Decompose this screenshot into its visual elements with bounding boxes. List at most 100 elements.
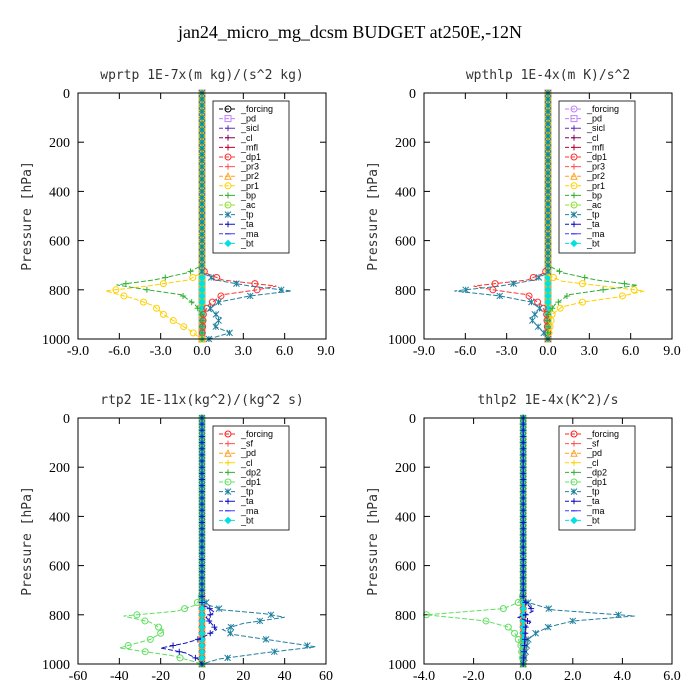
legend-swatch-marker [224, 430, 232, 438]
legend-label: _tp [586, 487, 600, 497]
legend-swatch-marker [571, 469, 577, 476]
series-point [170, 642, 177, 649]
series-point [520, 445, 527, 452]
series-point [277, 286, 285, 294]
series-line [116, 93, 203, 339]
series-point [544, 249, 552, 257]
series-point [139, 298, 147, 306]
series-point [199, 421, 205, 428]
legend-label: _cl [240, 458, 253, 468]
series-point [208, 298, 216, 306]
series-point [510, 280, 517, 288]
legend-swatch-marker [224, 182, 232, 190]
y-tick-label: 800 [49, 284, 70, 299]
legend-swatch-marker [224, 488, 232, 495]
series-point [578, 298, 586, 306]
series-point [534, 323, 542, 331]
series-point [520, 494, 527, 501]
legend-label: _bt [240, 238, 254, 248]
series-point [544, 231, 552, 238]
series-point [122, 280, 129, 287]
legend-swatch-marker [224, 449, 232, 457]
legend-item: _pd [219, 114, 256, 124]
legend-label: _dp1 [586, 477, 607, 487]
series-point [520, 507, 527, 514]
series-point [198, 151, 206, 158]
legend-item: _tp [565, 487, 600, 497]
series-point [198, 212, 206, 220]
series-point [199, 476, 205, 483]
series-point [544, 200, 552, 208]
series-point [618, 292, 626, 300]
series-point [198, 114, 206, 121]
series-point [198, 181, 206, 189]
series-point [544, 194, 552, 201]
legend-item: _ta [565, 219, 600, 229]
legend-label: _pd [240, 114, 256, 124]
series-point [141, 648, 149, 656]
x-tick-label: 0 [199, 669, 206, 684]
series-point [556, 268, 563, 275]
legend-swatch-marker [571, 192, 577, 199]
x-tick-label: -60 [69, 669, 88, 684]
series-line [454, 93, 549, 340]
series-point [544, 218, 552, 226]
series-point [578, 280, 586, 288]
y-tick-label: 600 [49, 560, 70, 575]
legend-swatch-marker [570, 115, 578, 123]
legend-item: _bt [565, 238, 600, 248]
series-point [520, 433, 527, 440]
legend-item: _tp [565, 210, 600, 220]
series-point [198, 224, 206, 232]
y-tick-label: 600 [49, 235, 70, 250]
series-point [520, 513, 527, 520]
series-point [524, 636, 532, 643]
series-point [544, 267, 552, 275]
y-tick-label: 800 [395, 284, 416, 299]
series-point [199, 317, 205, 324]
series-point [189, 329, 197, 337]
series-point [489, 286, 497, 294]
series-point [544, 212, 552, 220]
legend-swatch-marker [570, 430, 578, 438]
series-point [524, 617, 531, 624]
series-point [199, 501, 205, 508]
legend-swatch-marker [225, 469, 231, 476]
series-point [549, 305, 556, 312]
series-point [199, 556, 205, 563]
legend: _forcing_pd_sicl_cl_mfl_dp1_pr3_pr2_pr1_… [558, 100, 636, 254]
series-point [520, 470, 527, 477]
series-point [180, 323, 188, 331]
legend-item: _pr1 [565, 181, 605, 191]
x-tick-label: -3.0 [150, 344, 172, 359]
series-point [528, 605, 535, 612]
legend-label: _mfl [586, 142, 604, 152]
x-tick-label: -9.0 [413, 344, 435, 359]
series-point [199, 458, 205, 465]
series-point [199, 311, 205, 318]
series-point [199, 439, 205, 446]
series-point [198, 231, 206, 238]
plot-frame [77, 417, 327, 665]
legend-swatch-marker [225, 498, 231, 505]
series-point [199, 482, 205, 489]
series-point [176, 654, 184, 662]
series-dp1 [473, 89, 552, 343]
series-point [544, 108, 552, 115]
y-tick-label: 200 [49, 461, 70, 476]
series-point [520, 476, 527, 483]
series-point [544, 114, 552, 121]
series-point [189, 274, 197, 281]
series-point [146, 635, 154, 643]
series-line [547, 93, 638, 339]
legend-label: _ma [240, 229, 259, 239]
legend-item: _pr3 [219, 162, 259, 172]
x-tick-label: 6.0 [663, 669, 681, 684]
series-point [198, 175, 206, 183]
series-point [199, 519, 205, 526]
plot-frame [77, 92, 327, 340]
series-point [462, 286, 470, 294]
series-point [199, 531, 205, 538]
series-point [520, 574, 527, 581]
series-point [555, 299, 562, 306]
